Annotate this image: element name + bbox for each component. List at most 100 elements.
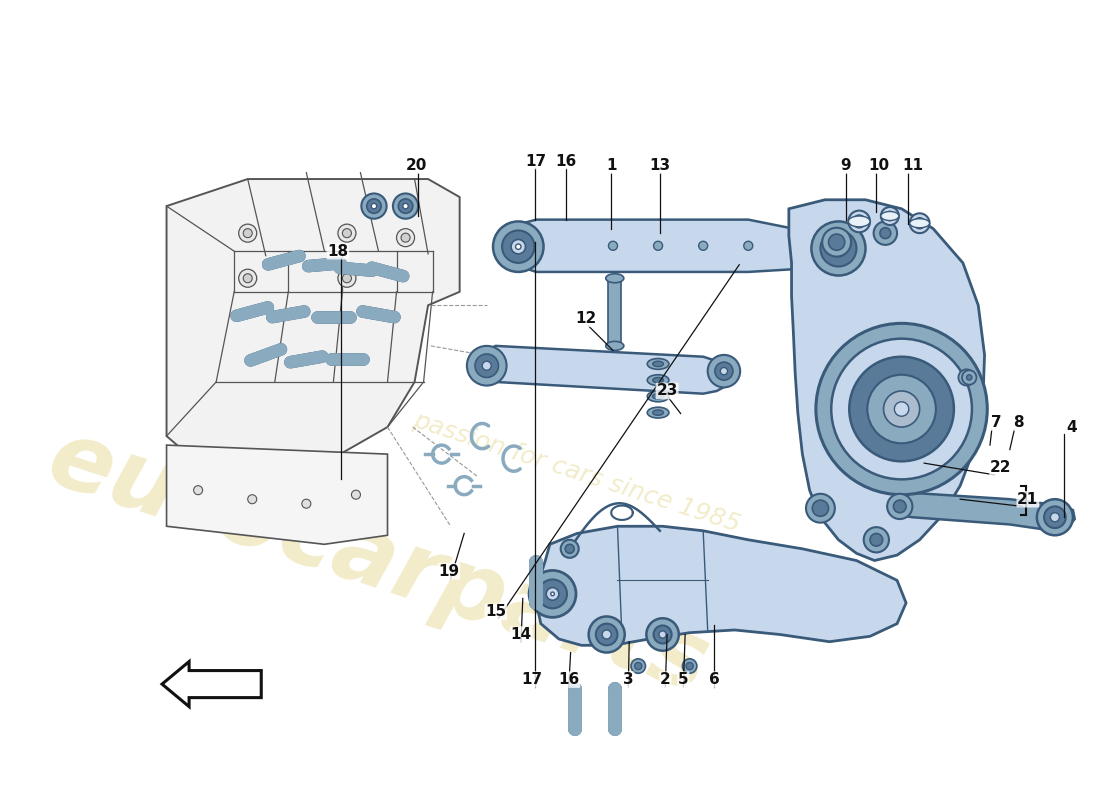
Ellipse shape	[652, 410, 663, 415]
Polygon shape	[166, 179, 460, 472]
Circle shape	[962, 370, 977, 385]
Text: 19: 19	[438, 564, 460, 579]
Circle shape	[372, 203, 376, 209]
Circle shape	[864, 527, 889, 553]
Text: 17: 17	[521, 672, 542, 687]
Circle shape	[342, 274, 351, 282]
Circle shape	[1044, 506, 1066, 528]
Circle shape	[588, 617, 625, 653]
Circle shape	[816, 323, 988, 494]
Circle shape	[849, 357, 954, 462]
Circle shape	[338, 224, 356, 242]
Text: 3: 3	[623, 672, 634, 687]
Text: 15: 15	[485, 605, 506, 619]
Circle shape	[873, 222, 898, 245]
Circle shape	[351, 490, 361, 499]
Circle shape	[822, 228, 851, 257]
Circle shape	[848, 210, 870, 232]
Ellipse shape	[606, 274, 624, 282]
Circle shape	[698, 242, 707, 250]
Circle shape	[243, 274, 252, 282]
Circle shape	[852, 215, 866, 228]
Ellipse shape	[910, 218, 930, 228]
Bar	[608, 281, 622, 346]
Circle shape	[194, 486, 202, 494]
Circle shape	[342, 229, 351, 238]
Circle shape	[889, 215, 891, 217]
Circle shape	[608, 242, 617, 250]
Circle shape	[832, 338, 972, 479]
Circle shape	[596, 624, 617, 646]
Circle shape	[880, 228, 891, 238]
Text: eurocarparts: eurocarparts	[36, 412, 720, 713]
Circle shape	[910, 214, 930, 233]
Text: 9: 9	[840, 158, 851, 173]
Circle shape	[744, 242, 752, 250]
Text: 20: 20	[406, 158, 427, 173]
Text: 6: 6	[708, 672, 719, 687]
Text: 16: 16	[558, 672, 580, 687]
Circle shape	[1037, 499, 1072, 535]
Circle shape	[812, 500, 828, 516]
Circle shape	[398, 199, 412, 214]
Circle shape	[867, 374, 936, 443]
Ellipse shape	[647, 391, 669, 402]
Circle shape	[707, 355, 740, 387]
Circle shape	[914, 218, 925, 229]
Circle shape	[967, 374, 972, 380]
Circle shape	[239, 270, 256, 287]
Circle shape	[812, 222, 866, 275]
Polygon shape	[789, 200, 984, 561]
Ellipse shape	[647, 374, 669, 386]
Circle shape	[466, 346, 507, 386]
Circle shape	[1050, 513, 1059, 522]
Circle shape	[647, 618, 679, 650]
Circle shape	[565, 544, 574, 554]
Circle shape	[239, 224, 256, 242]
Circle shape	[493, 222, 543, 272]
Text: 1: 1	[606, 158, 616, 173]
Circle shape	[806, 494, 835, 522]
Circle shape	[653, 242, 662, 250]
Text: passion for cars since 1985: passion for cars since 1985	[410, 408, 744, 537]
Circle shape	[301, 499, 311, 508]
Circle shape	[830, 240, 847, 257]
Circle shape	[396, 229, 415, 246]
Circle shape	[403, 203, 408, 209]
Circle shape	[870, 534, 882, 546]
Polygon shape	[537, 526, 906, 646]
Polygon shape	[166, 445, 387, 544]
Circle shape	[881, 207, 899, 225]
Text: 4: 4	[1066, 419, 1077, 434]
Text: 17: 17	[525, 154, 546, 169]
Circle shape	[857, 218, 862, 224]
Circle shape	[886, 211, 894, 221]
Text: 22: 22	[990, 460, 1012, 475]
Circle shape	[366, 199, 382, 214]
Circle shape	[836, 246, 842, 251]
Circle shape	[715, 362, 733, 380]
Circle shape	[561, 540, 579, 558]
Text: 11: 11	[903, 158, 924, 173]
Ellipse shape	[652, 362, 663, 366]
Circle shape	[962, 374, 970, 381]
Circle shape	[720, 367, 727, 374]
Circle shape	[631, 659, 646, 674]
Text: 8: 8	[1013, 415, 1024, 430]
Circle shape	[682, 659, 697, 674]
Circle shape	[538, 579, 566, 608]
Text: 7: 7	[991, 415, 1002, 430]
Text: 5: 5	[678, 672, 689, 687]
Text: 18: 18	[328, 244, 349, 258]
Circle shape	[686, 662, 693, 670]
Ellipse shape	[848, 216, 870, 227]
Ellipse shape	[606, 342, 624, 350]
Circle shape	[547, 587, 559, 600]
Polygon shape	[497, 220, 852, 272]
Ellipse shape	[652, 378, 663, 383]
Text: 14: 14	[510, 627, 531, 642]
Circle shape	[512, 239, 526, 254]
Circle shape	[958, 370, 975, 386]
Circle shape	[402, 233, 410, 242]
Ellipse shape	[652, 394, 663, 399]
